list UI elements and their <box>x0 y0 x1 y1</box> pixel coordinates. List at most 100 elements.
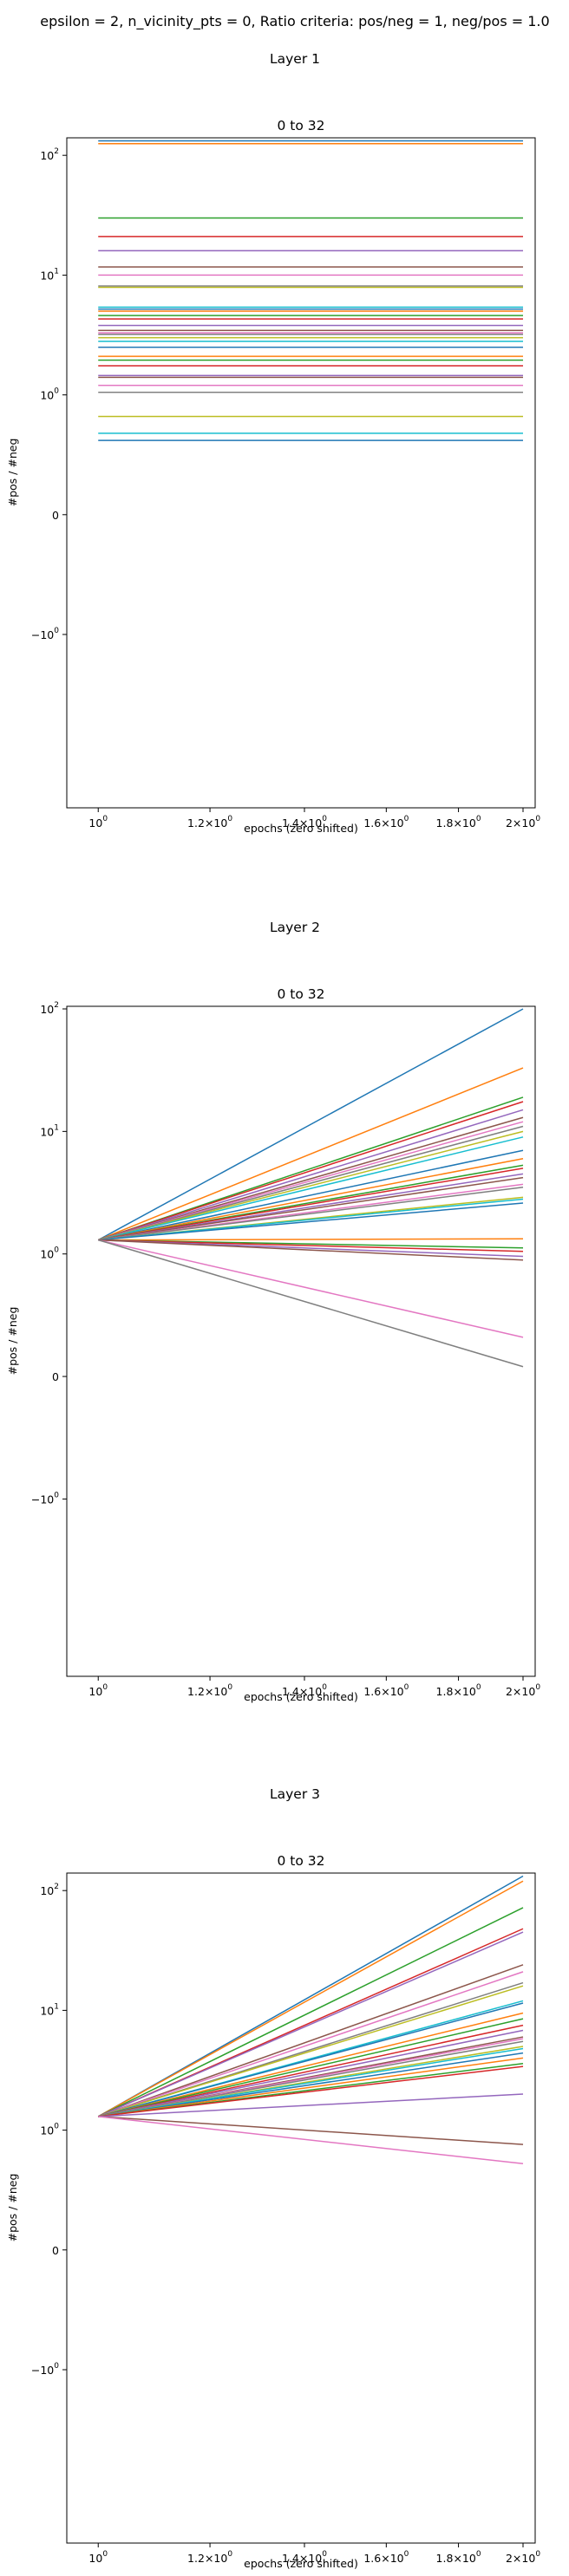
layer2-series-line-6 <box>98 1116 524 1241</box>
layer3-series-line-11 <box>98 2002 524 2117</box>
layer1-x-tick-label: 1.4×100 <box>282 815 327 829</box>
layer3-y-tick-label: −100 <box>31 2362 59 2377</box>
layer1-series <box>98 140 524 441</box>
layer3-series-line-5 <box>97 1931 524 2117</box>
layer1-y-axis-label: #pos / #neg <box>6 439 19 507</box>
layer2-x-tick-label: 1.6×100 <box>363 1683 409 1698</box>
layer1-x-axis-label: epochs (zero shifted) <box>244 822 358 835</box>
layer1-x-ticks: 100 1.2×100 1.4×100 1.6×100 1.8×100 2×100 <box>88 808 540 829</box>
layer2-series-line-26 <box>98 1239 524 1261</box>
layer2-series-line-20 <box>98 1198 524 1241</box>
layer1-x-tick-label: 100 <box>88 815 108 829</box>
layer2-series-line-18 <box>98 1187 524 1241</box>
layer2-x-tick-label: 1.2×100 <box>187 1683 232 1698</box>
figure-suptitle: epsilon = 2, n_vicinity_pts = 0, Ratio c… <box>40 13 549 30</box>
layer2-x-tick-label: 1.4×100 <box>282 1683 327 1698</box>
layer3-y-tick-label: 102 <box>40 1883 59 1897</box>
layer2-y-tick-label: 0 <box>52 1370 59 1383</box>
layer2-series-line-7 <box>98 1121 524 1241</box>
layer2-axes-title: 0 to 32 <box>278 986 325 1002</box>
layer1-axes-frame <box>66 137 536 809</box>
layer2-series <box>97 1008 524 1368</box>
layer1-x-tick-label: 2×100 <box>506 815 540 829</box>
layer2-y-tick-label: 101 <box>40 1123 59 1138</box>
layer2-series-line-4 <box>98 1101 524 1241</box>
layer3-series-line-18 <box>98 2040 524 2117</box>
layer3-x-tick-label: 2×100 <box>506 2550 540 2565</box>
layer3-series-line-22 <box>98 2057 524 2117</box>
layer2-y-tick-label: −100 <box>31 1491 59 1506</box>
layer2-series-line-16 <box>98 1176 524 1241</box>
layer3-x-ticks: 100 1.2×100 1.4×100 1.6×100 1.8×100 2×100 <box>88 2543 540 2565</box>
layer1-y-tick-label: −100 <box>31 627 59 641</box>
layer3-plot: 100 1.2×100 1.4×100 1.6×100 1.8×100 2×100 102… <box>6 1872 540 2570</box>
layer2-series-line-28 <box>98 1239 524 1368</box>
layer1-x-tick-label: 1.2×100 <box>187 815 232 829</box>
layer1-y-tick-label: 101 <box>40 267 59 282</box>
layer3-x-tick-label: 1.6×100 <box>363 2550 409 2565</box>
layer3-axes-title: 0 to 32 <box>278 1853 325 1869</box>
layer2-y-ticks: 102 101 100 0 −100 <box>31 1001 67 1506</box>
layer3-series-line-9 <box>98 1985 524 2117</box>
layer3-series-line-1 <box>97 1875 524 2117</box>
layer2-axes-frame <box>66 1005 536 1677</box>
layer2-y-tick-label: 100 <box>40 1246 59 1261</box>
layer2-series-line-14 <box>98 1168 524 1241</box>
layer3-series-line-26 <box>98 2116 524 2145</box>
layer2-series-line-27 <box>98 1239 524 1338</box>
layer3-y-tick-label: 0 <box>52 2244 59 2257</box>
layer3-axes-frame <box>66 1872 536 2544</box>
layer1-section-title: Layer 1 <box>270 51 320 67</box>
layer2-series-line-1 <box>97 1008 524 1241</box>
layer2-series-line-2 <box>97 1067 524 1241</box>
layer2-series-line-24 <box>98 1239 524 1252</box>
layer2-series-line-11 <box>98 1149 524 1241</box>
layer3-series-line-27 <box>98 2116 524 2165</box>
layer3-series-line-2 <box>97 1880 524 2117</box>
layer2-x-axis-label: epochs (zero shifted) <box>244 1690 358 1703</box>
layer2-series-line-12 <box>98 1157 524 1241</box>
layer3-series-line-21 <box>98 2052 524 2117</box>
layer2-x-tick-label: 1.8×100 <box>436 1683 481 1698</box>
layer1-y-tick-label: 0 <box>52 509 59 522</box>
layer3-series-line-12 <box>98 2012 524 2117</box>
layer2-x-tick-label: 100 <box>88 1683 108 1698</box>
layer3-y-tick-label: 101 <box>40 2002 59 2017</box>
layer3-series <box>97 1875 524 2165</box>
layer3-series-line-24 <box>98 2065 524 2117</box>
layer3-y-tick-label: 100 <box>40 2123 59 2137</box>
layer3-x-axis-label: epochs (zero shifted) <box>244 2557 358 2570</box>
layer3-series-line-25 <box>98 2093 524 2117</box>
layer3-series-line-7 <box>97 1971 524 2117</box>
layer2-series-line-8 <box>98 1125 524 1241</box>
layer2-series-line-3 <box>98 1096 524 1241</box>
layer1-plot: 100 1.2×100 1.4×100 1.6×100 1.8×100 2×100 102… <box>6 137 540 835</box>
layer2-series-line-5 <box>98 1109 524 1241</box>
layer3-series-line-6 <box>97 1964 524 2117</box>
layer2-x-ticks: 100 1.2×100 1.4×100 1.6×100 1.8×100 2×100 <box>88 1676 540 1698</box>
layer3-y-ticks: 102 101 100 0 −100 <box>31 1883 67 2377</box>
layer1-x-tick-label: 1.8×100 <box>436 815 481 829</box>
layer3-series-line-14 <box>98 2024 524 2117</box>
layer3-x-tick-label: 100 <box>88 2550 108 2565</box>
layer3-section-title: Layer 3 <box>270 1786 320 1802</box>
layer3-series-line-3 <box>97 1907 524 2117</box>
layer2-series-line-9 <box>98 1130 524 1241</box>
layer2-y-axis-label: #pos / #neg <box>6 1307 19 1376</box>
layer3-series-line-13 <box>98 2018 524 2117</box>
layer3-x-tick-label: 1.2×100 <box>187 2550 232 2565</box>
layer1-y-tick-label: 102 <box>40 147 59 162</box>
layer2-y-tick-label: 102 <box>40 1001 59 1016</box>
layer2-plot: 100 1.2×100 1.4×100 1.6×100 1.8×100 2×100 102… <box>6 1001 540 1703</box>
layer2-x-tick-label: 2×100 <box>506 1683 540 1698</box>
layer2-section-title: Layer 2 <box>270 920 320 935</box>
layer2-series-line-21 <box>98 1202 524 1241</box>
layer3-x-tick-label: 1.8×100 <box>436 2550 481 2565</box>
layer1-y-tick-label: 100 <box>40 387 59 402</box>
layer1-axes-title: 0 to 32 <box>278 118 325 133</box>
layer1-x-tick-label: 1.6×100 <box>363 815 409 829</box>
layer1-y-ticks: 102 101 100 0 −100 <box>31 147 67 641</box>
layer2-series-line-10 <box>98 1136 524 1241</box>
layer3-series-line-20 <box>98 2047 524 2117</box>
